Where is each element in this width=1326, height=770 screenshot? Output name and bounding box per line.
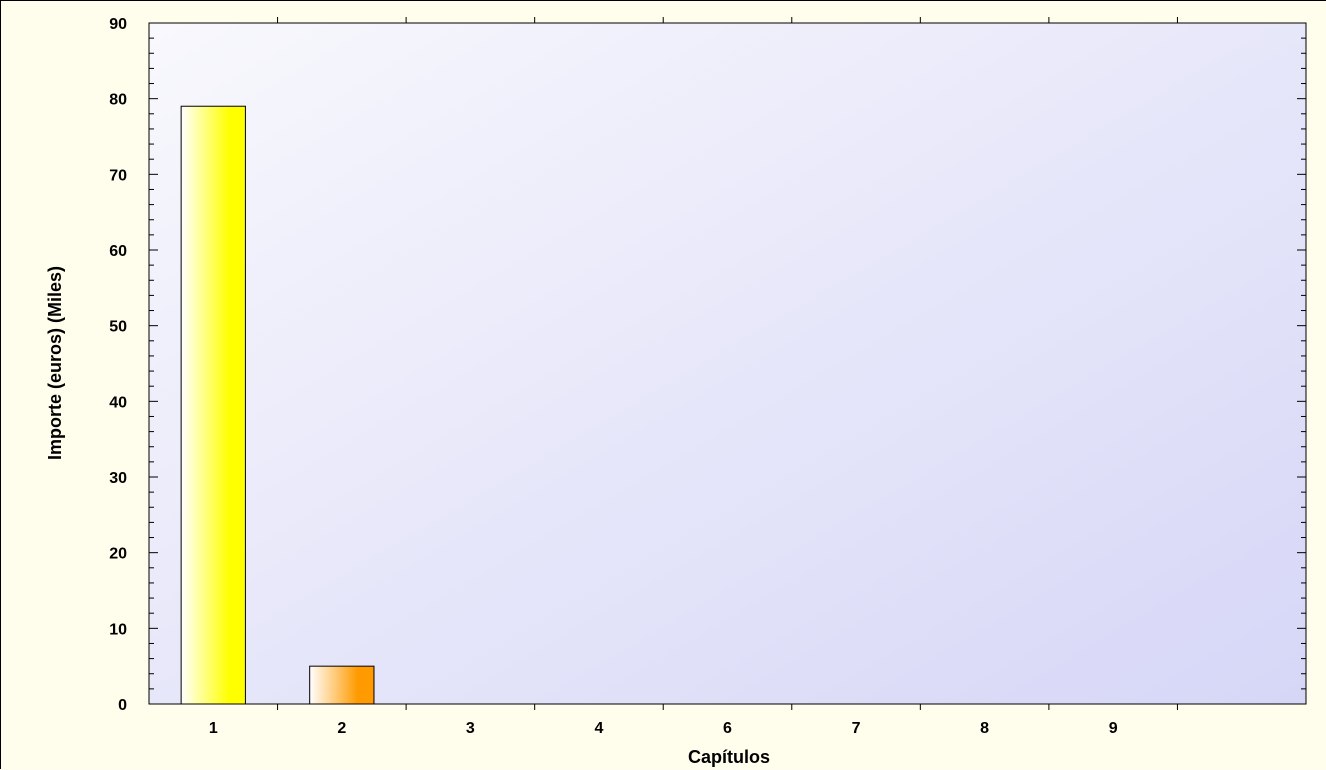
y-tick-label: 80 bbox=[109, 92, 127, 109]
x-tick-label: 4 bbox=[594, 720, 603, 737]
y-tick-label: 90 bbox=[109, 16, 127, 33]
axis-ticks bbox=[149, 17, 1306, 710]
y-tick-label: 20 bbox=[109, 546, 127, 563]
y-axis-title: Importe (euros) (Miles) bbox=[45, 266, 65, 460]
x-axis-title: Capítulos bbox=[688, 747, 770, 767]
x-tick-label: 8 bbox=[980, 720, 989, 737]
bar-1 bbox=[180, 105, 246, 705]
tick-labels: 0 10 20 30 40 50 60 70 80 90 1 2 3 4 6 7 8 9 bbox=[109, 16, 1118, 737]
x-tick-label: 7 bbox=[852, 720, 861, 737]
y-tick-label: 30 bbox=[109, 470, 127, 487]
x-tick-label: 6 bbox=[723, 720, 732, 737]
y-tick-label: 40 bbox=[109, 394, 127, 411]
x-tick-label: 1 bbox=[209, 720, 218, 737]
x-tick-label: 9 bbox=[1109, 720, 1118, 737]
plot-area bbox=[148, 22, 1307, 705]
y-tick-label: 70 bbox=[109, 167, 127, 184]
y-tick-label: 0 bbox=[118, 697, 127, 714]
y-tick-label: 10 bbox=[109, 621, 127, 638]
y-tick-label: 50 bbox=[109, 319, 127, 336]
x-tick-label: 2 bbox=[337, 720, 346, 737]
y-tick-label: 60 bbox=[109, 243, 127, 260]
bars bbox=[180, 105, 375, 705]
x-tick-label: 3 bbox=[466, 720, 475, 737]
bar-2 bbox=[309, 665, 375, 705]
